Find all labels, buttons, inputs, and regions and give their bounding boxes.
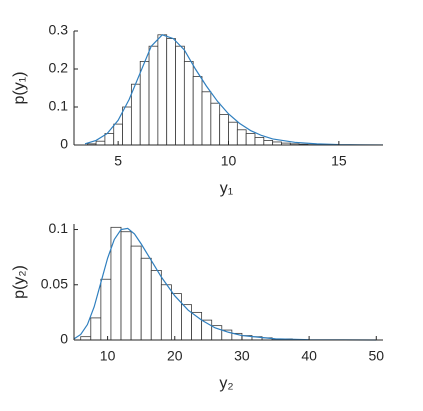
histogram-bar — [166, 38, 176, 146]
histogram-bar — [183, 61, 194, 146]
density-curve — [84, 34, 384, 146]
histogram-bar — [175, 45, 185, 146]
histogram-bar — [130, 83, 141, 146]
y-tick-label: 0.1 — [49, 98, 69, 114]
histogram-bar — [219, 114, 229, 146]
histogram-bar — [90, 317, 102, 341]
y-tick-label: 0.2 — [49, 60, 69, 76]
histogram-bar — [130, 245, 142, 341]
x-axis-label: y₂ — [219, 375, 233, 392]
histogram-bar — [236, 129, 247, 146]
x-tick-label: 40 — [301, 348, 317, 364]
histogram-bar — [245, 133, 256, 146]
y-axis-label: p(y₂) — [11, 265, 28, 299]
histogram-bar — [150, 269, 162, 341]
y-tick-label: 0.05 — [41, 275, 68, 291]
x-tick-label: 30 — [234, 348, 250, 364]
x-tick-label: 10 — [221, 153, 237, 169]
histogram-bar — [210, 102, 221, 146]
x-tick-label: 50 — [368, 348, 384, 364]
density-curve — [73, 227, 377, 341]
histogram-bar — [157, 34, 168, 146]
histogram-bar — [120, 231, 132, 341]
x-axis-label: y₁ — [220, 180, 233, 197]
histogram-bar — [139, 61, 150, 146]
histogram-bar — [254, 136, 265, 146]
histogram-bar — [263, 140, 274, 146]
histogram-bar — [160, 284, 172, 341]
y-tick-label: 0.1 — [49, 220, 69, 236]
histogram-bar — [228, 121, 238, 146]
x-tick-label: 10 — [100, 348, 116, 364]
histogram-bar — [148, 45, 159, 146]
histogram-bar — [181, 304, 192, 341]
y-tick-label: 0.3 — [49, 22, 69, 38]
y-axis-label: p(y₁) — [11, 72, 28, 105]
y-tick-label: 0 — [60, 331, 68, 347]
histogram-bar — [104, 133, 115, 146]
histogram-bar — [201, 91, 212, 146]
histogram-bar — [192, 76, 203, 146]
x-tick-label: 5 — [114, 153, 122, 169]
y-tick-label: 0 — [60, 136, 68, 152]
x-tick-label: 20 — [167, 348, 183, 364]
histogram-bar — [100, 278, 112, 341]
x-tick-label: 15 — [331, 153, 347, 169]
histogram-bar — [140, 257, 152, 341]
histogram-bar — [122, 106, 132, 146]
histogram-bar — [95, 140, 106, 146]
